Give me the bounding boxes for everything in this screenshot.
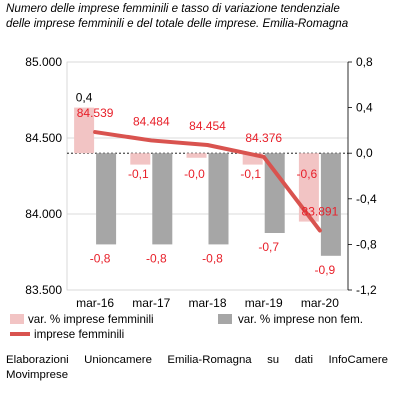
data-label-line: 84.376	[245, 131, 282, 145]
legend-swatch-femminili	[10, 314, 24, 324]
data-label-line: 84.539	[77, 106, 114, 120]
bar-imprese-femminili	[186, 153, 207, 158]
x-tick-label: mar-20	[301, 296, 339, 310]
data-label-non-fem: -0,9	[315, 263, 336, 277]
y-right-tick-label: -0,8	[356, 237, 377, 251]
legend-swatch-non-fem	[218, 314, 232, 324]
y-left-tick-label: 85.000	[25, 55, 62, 69]
bar-imprese-femminili	[74, 107, 95, 154]
bar-imprese-femminili	[130, 153, 151, 165]
bar-imprese-femminili	[298, 153, 319, 222]
chart: 83.500 84.000 84.500 85.000 -1,2 -0,8 -0,4 0,0 0…	[10, 55, 377, 341]
data-label-femminili: -0,6	[297, 167, 318, 181]
legend-label-femminili: var. % imprese femminili	[28, 313, 154, 326]
y-right-tick-label: 0,4	[356, 101, 373, 115]
legend-label-non-fem: var. % imprese non fem.	[238, 313, 363, 326]
y-left-tick-label: 83.500	[25, 283, 62, 297]
data-label-femminili: 0,4	[76, 91, 93, 105]
data-label-femminili: -0,1	[240, 167, 261, 181]
x-tick-label: mar-16	[76, 296, 114, 310]
bar-imprese-non-fem	[320, 153, 341, 256]
x-tick-label: mar-17	[132, 296, 170, 310]
y-right-tick-label: -1,2	[356, 283, 377, 297]
data-label-non-fem: -0,8	[202, 251, 223, 265]
data-label-non-fem: -0,7	[258, 240, 279, 254]
x-tick-label: mar-19	[245, 296, 283, 310]
source-note: Elaborazioni Unioncamere Emilia-Romagna …	[6, 354, 388, 381]
y-left-tick-label: 84.500	[25, 131, 62, 145]
data-label-line: 84.454	[189, 119, 226, 133]
data-label-non-fem: -0,8	[90, 251, 111, 265]
bar-imprese-non-fem	[152, 153, 173, 245]
y-right-tick-label: 0,0	[356, 146, 373, 160]
chart-title: Numero delle imprese femminili e tasso d…	[6, 2, 349, 30]
bar-imprese-non-fem	[264, 153, 285, 233]
x-tick-label: mar-18	[188, 296, 226, 310]
bar-imprese-non-fem	[96, 153, 117, 245]
data-label-line: 83.891	[302, 205, 339, 219]
data-label-non-fem: -0,8	[146, 251, 167, 265]
data-label-femminili: -0,1	[128, 167, 149, 181]
legend-label-line: imprese femminili	[34, 328, 124, 341]
data-label-line: 84.484	[133, 114, 170, 128]
bar-imprese-non-fem	[208, 153, 229, 245]
y-right-tick-label: -0,4	[356, 192, 377, 206]
line-imprese-femminili	[93, 130, 322, 233]
data-label-femminili: -0,0	[184, 167, 205, 181]
y-left-tick-label: 84.000	[25, 207, 62, 221]
bar-imprese-femminili	[242, 153, 263, 165]
y-right-tick-label: 0,8	[356, 55, 373, 69]
